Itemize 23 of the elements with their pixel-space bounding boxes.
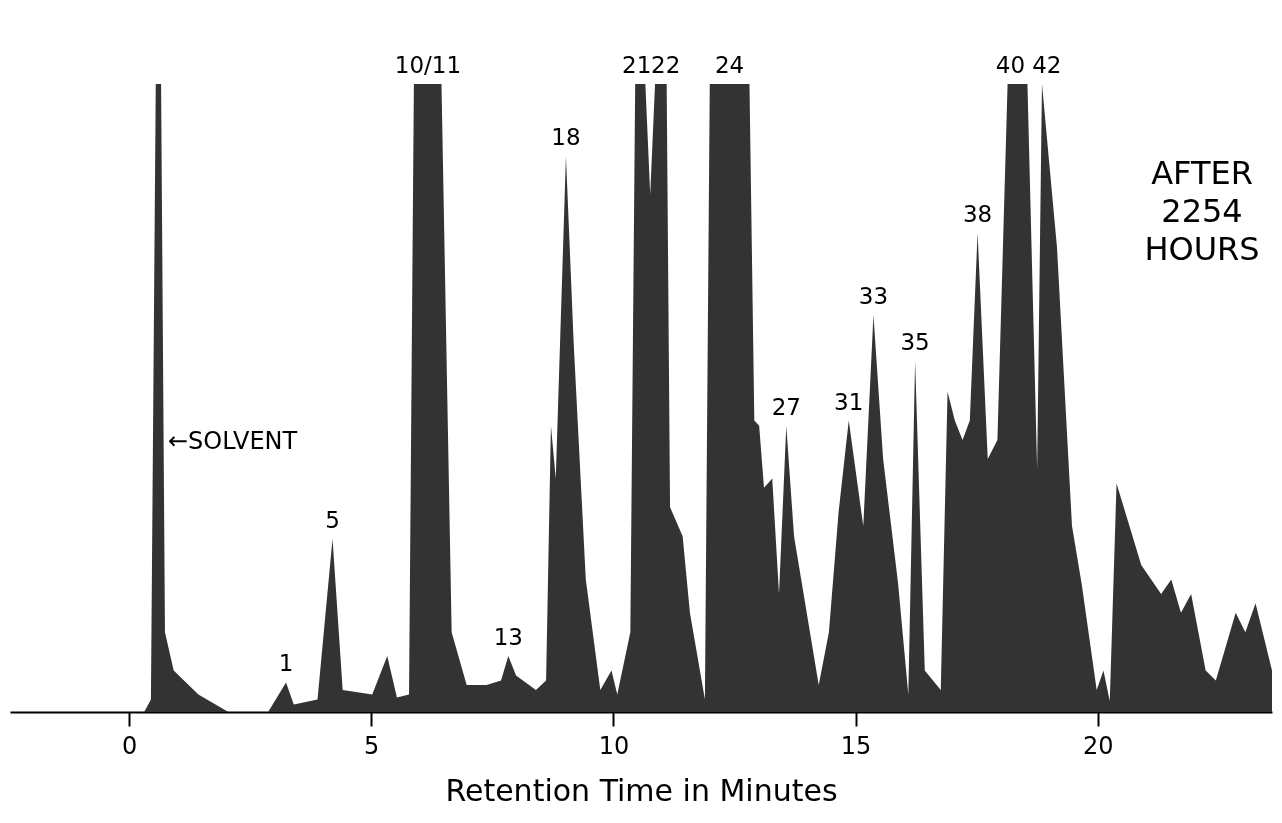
annotation: 18 [551,124,581,151]
annotation: 1 [278,650,294,677]
x-tick-label: 20 [1082,731,1114,760]
x-axis-title: Retention Time in Minutes [445,772,838,808]
annotation: 22 [651,52,681,78]
x-tick-label: 10 [598,731,630,760]
annotation: 21 [622,52,652,78]
annotation: ←SOLVENT [168,427,298,455]
annotation: 42 [1032,52,1062,78]
annotation: 31 [834,388,864,415]
x-tick-label: 0 [121,731,138,760]
annotation: 40 [995,52,1026,78]
annotation: 13 [493,624,523,651]
annotation: 27 [771,393,801,420]
annotation: 10/11 [394,52,462,78]
annotation: 5 [325,506,340,533]
annotation: 33 [858,283,889,310]
annotation: AFTER 2254 HOURS [1144,154,1260,268]
x-tick-label: 15 [840,731,872,760]
annotation: 38 [962,200,993,227]
annotation: 35 [900,328,930,355]
x-tick-label: 5 [364,731,380,760]
annotation: 24 [714,52,745,78]
